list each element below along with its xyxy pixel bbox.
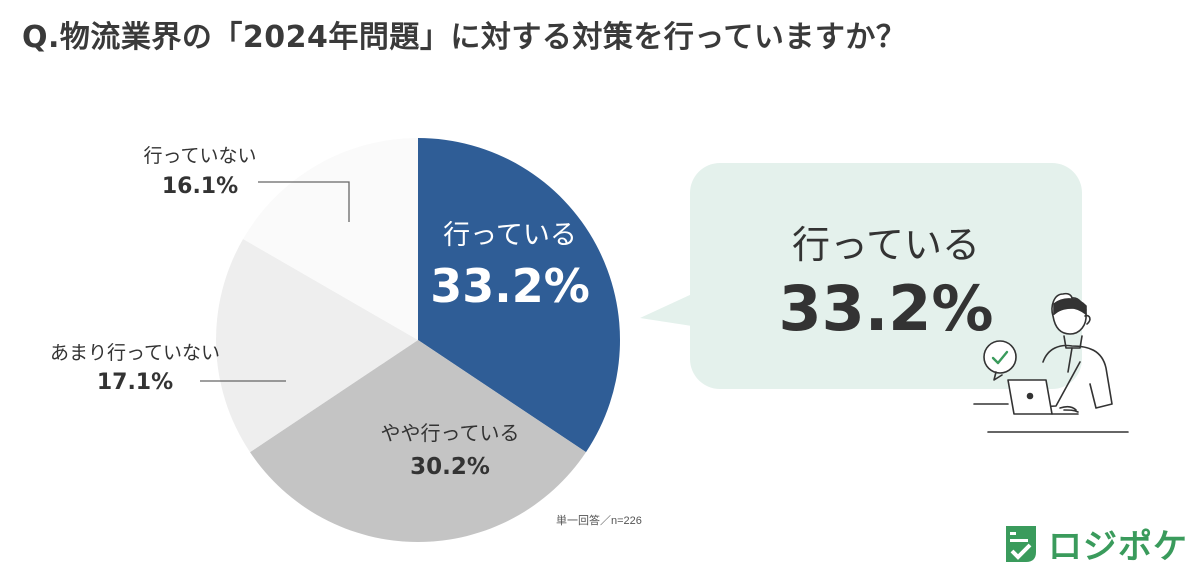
- callout-tail: [640, 294, 692, 326]
- logo-text: ロジポケ: [1048, 527, 1188, 567]
- slice-value-doing: 33.2%: [430, 259, 590, 313]
- slice-value-rarely-doing: 17.1%: [97, 370, 173, 395]
- slice-label-rarely-doing: あまり行っていない: [50, 342, 220, 364]
- sample-note: 単一回答／n=226: [556, 513, 642, 527]
- callout-box: [690, 163, 1082, 389]
- pie-slice-not-doing: [243, 138, 418, 340]
- slice-value-not-doing: 16.1%: [162, 174, 238, 199]
- person-laptop-illustration: [973, 292, 1129, 433]
- logo: ロジポケ: [1002, 519, 1188, 568]
- slice-label-doing: 行っている: [443, 220, 577, 251]
- pie-slice-somewhat-doing: [249, 340, 587, 542]
- slice-value-somewhat-doing: 30.2%: [410, 454, 490, 480]
- slice-label-not-doing: 行っていない: [143, 145, 256, 167]
- pie-slice-doing: [418, 138, 620, 453]
- callout-label: 行っている: [791, 223, 981, 267]
- callout-value: 33.2%: [778, 272, 994, 345]
- pie-slice-rarely-doing: [216, 239, 418, 453]
- slice-label-somewhat-doing: やや行っている: [381, 421, 520, 445]
- document-check-icon: [1006, 525, 1036, 562]
- chart-title: Q.物流業界の「2024年問題」に対する対策を行っていますか？: [22, 20, 907, 55]
- leader-line-not-doing: [258, 181, 350, 222]
